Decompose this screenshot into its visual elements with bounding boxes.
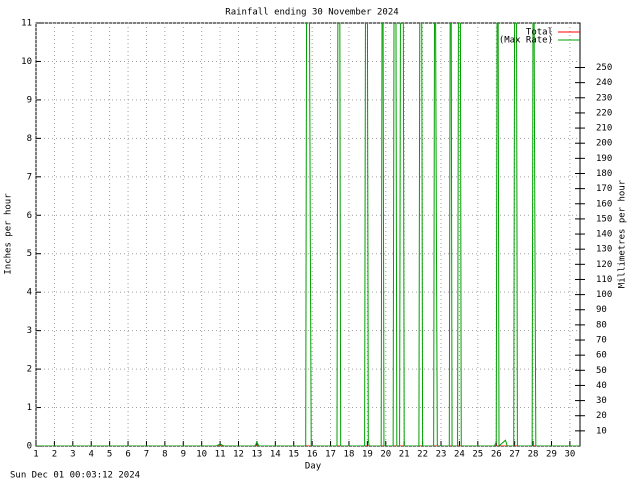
x-tick-label: 2 [52,450,57,460]
x-tick-label: 18 [344,450,355,460]
x-tick-label: 8 [162,450,167,460]
y-tick-label: 7 [27,172,32,182]
x-tick-label: 7 [144,450,149,460]
x-tick-label: 15 [288,450,299,460]
x-tick-label: 25 [472,450,483,460]
y2-tick-label: 200 [596,139,612,149]
y2-tick-label: 220 [596,108,612,118]
y2-axis-label: Millimetres per hour [618,179,628,288]
y2-tick-label: 90 [596,305,607,315]
y2-tick-label: 80 [596,320,607,330]
y-tick-label: 2 [27,365,32,375]
y2-tick-label: 180 [596,169,612,179]
timestamp: Sun Dec 01 00:03:12 2024 [10,471,140,480]
y2-tick-label: 60 [596,351,607,361]
y2-tick-label: 120 [596,260,612,270]
x-tick-label: 6 [125,450,130,460]
y2-tick-label: 190 [596,154,612,164]
x-tick-label: 17 [325,450,336,460]
x-tick-label: 1 [33,450,38,460]
y2-tick-label: 130 [596,245,612,255]
chart-title: Rainfall ending 30 November 2024 [225,8,398,18]
x-tick-label: 20 [380,450,391,460]
x-tick-label: 23 [436,450,447,460]
y2-tick-label: 40 [596,381,607,391]
y2-tick-label: 110 [596,275,612,285]
y2-tick-label: 100 [596,290,612,300]
y2-tick-label: 210 [596,124,612,134]
x-tick-label: 16 [307,450,318,460]
x-tick-label: 19 [362,450,373,460]
x-tick-label: 22 [417,450,428,460]
y2-tick-label: 170 [596,184,612,194]
x-tick-label: 5 [107,450,112,460]
y2-tick-label: 160 [596,199,612,209]
y-tick-label: 8 [27,134,32,144]
x-tick-label: 11 [215,450,226,460]
y2-tick-label: 10 [596,426,607,436]
x-tick-label: 12 [233,450,244,460]
x-tick-label: 9 [181,450,186,460]
y-tick-label: 4 [27,288,32,298]
x-tick-label: 21 [399,450,410,460]
y-tick-label: 0 [27,442,32,452]
y-tick-label: 9 [27,95,32,105]
y2-tick-label: 150 [596,214,612,224]
x-tick-label: 13 [251,450,262,460]
x-tick-label: 30 [564,450,575,460]
x-tick-label: 28 [528,450,539,460]
y2-tick-label: 30 [596,396,607,406]
y2-tick-label: 250 [596,63,612,73]
y-tick-label: 10 [21,57,32,67]
y2-tick-label: 230 [596,93,612,103]
y-tick-label: 1 [27,403,32,413]
y2-tick-label: 50 [596,366,607,376]
x-tick-label: 26 [491,450,502,460]
y2-tick-label: 140 [596,230,612,240]
x-tick-label: 27 [509,450,520,460]
x-tick-label: 29 [546,450,557,460]
plot-area [36,23,580,446]
y-tick-label: 5 [27,249,32,259]
legend-label: Total [526,28,553,38]
y-tick-label: 3 [27,326,32,336]
y-axis-label: Inches per hour [4,193,14,275]
x-tick-label: 3 [70,450,75,460]
y2-tick-label: 70 [596,336,607,346]
x-tick-label: 10 [196,450,207,460]
x-tick-label: 4 [89,450,94,460]
x-tick-label: 24 [454,450,465,460]
y-tick-label: 6 [27,211,32,221]
y-tick-label: 11 [21,19,32,29]
legend-label: (Max Rate) [499,36,553,46]
y2-tick-label: 20 [596,411,607,421]
series-line [36,23,580,446]
x-axis-label: Day [305,462,322,472]
y2-tick-label: 240 [596,78,612,88]
x-tick-label: 14 [270,450,281,460]
